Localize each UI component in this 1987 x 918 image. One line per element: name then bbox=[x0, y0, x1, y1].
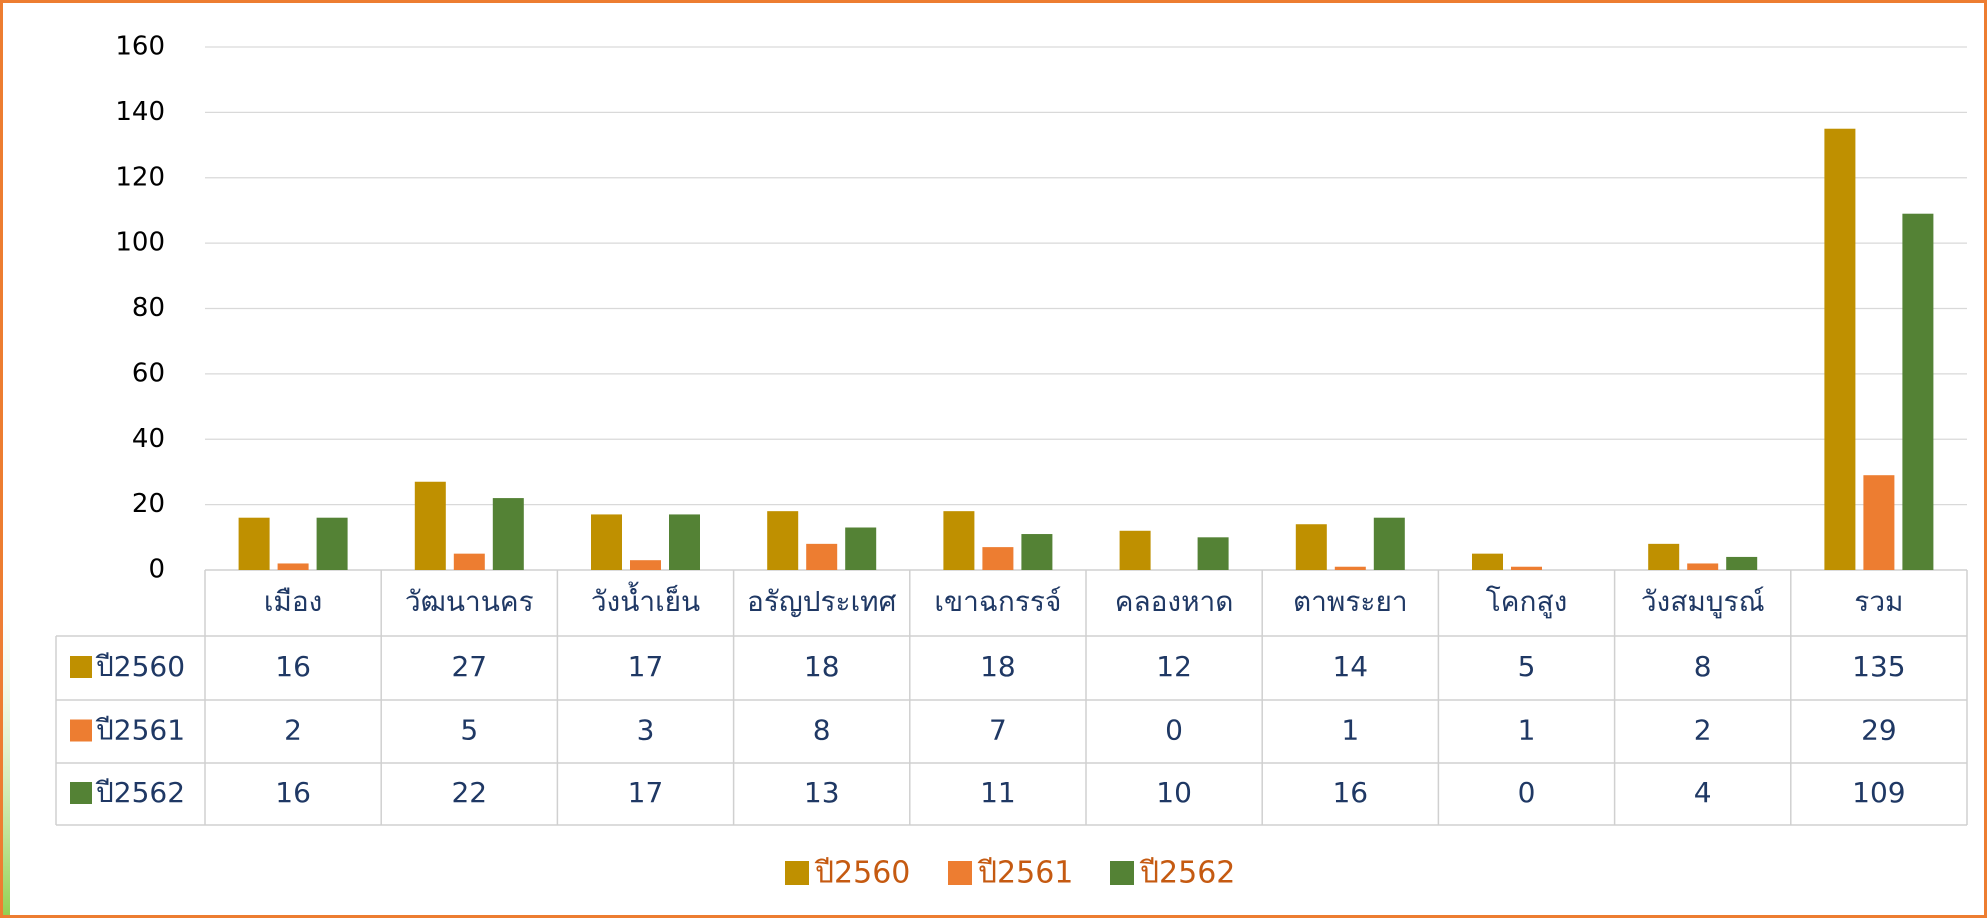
bar bbox=[630, 560, 661, 570]
bar bbox=[1472, 553, 1503, 570]
bar bbox=[1687, 563, 1719, 570]
data-label: 17 bbox=[628, 650, 664, 683]
x-tick-label: คลองหาด bbox=[1115, 585, 1234, 618]
x-tick-label: เขาฉกรรจ์ bbox=[934, 585, 1061, 618]
data-label: 5 bbox=[1518, 650, 1536, 683]
bar bbox=[1726, 556, 1758, 570]
data-label: 16 bbox=[1332, 776, 1368, 809]
bar bbox=[1824, 128, 1856, 570]
legend-label: ปี2561 bbox=[977, 856, 1073, 891]
bar bbox=[1197, 537, 1229, 570]
y-tick-label: 60 bbox=[132, 358, 165, 388]
legend-swatch bbox=[70, 656, 92, 678]
bar bbox=[453, 553, 485, 570]
legend-label: ปี2560 bbox=[814, 856, 910, 891]
row-label: ปี2561 bbox=[95, 714, 185, 747]
data-label: 3 bbox=[637, 714, 655, 747]
bar bbox=[1511, 566, 1542, 570]
bar bbox=[1648, 543, 1680, 570]
y-tick-label: 100 bbox=[115, 228, 165, 258]
bar bbox=[492, 498, 524, 570]
data-label: 5 bbox=[460, 714, 478, 747]
bar bbox=[982, 547, 1014, 570]
data-label: 14 bbox=[1332, 650, 1368, 683]
data-label: 8 bbox=[1694, 650, 1712, 683]
legend-swatch bbox=[1110, 861, 1134, 885]
bar bbox=[669, 514, 700, 570]
x-tick-label: วังสมบูรณ์ bbox=[1641, 585, 1765, 619]
data-label: 0 bbox=[1165, 714, 1183, 747]
x-tick-label: วัฒนานคร bbox=[405, 585, 534, 618]
bar bbox=[845, 527, 877, 570]
data-label: 4 bbox=[1694, 776, 1712, 809]
legend-swatch bbox=[70, 719, 92, 742]
data-label: 16 bbox=[275, 650, 311, 683]
bar bbox=[1902, 213, 1934, 571]
y-tick-label: 140 bbox=[115, 97, 165, 127]
bar bbox=[316, 517, 348, 570]
data-label: 16 bbox=[275, 776, 311, 809]
x-tick-label: โคกสูง bbox=[1486, 585, 1567, 619]
data-label: 17 bbox=[628, 776, 664, 809]
side-strip bbox=[0, 560, 10, 918]
data-label: 8 bbox=[813, 714, 831, 747]
x-tick-label: เมือง bbox=[264, 585, 323, 618]
data-label: 22 bbox=[451, 776, 487, 809]
data-label: 2 bbox=[1694, 714, 1712, 747]
bar bbox=[1021, 534, 1053, 570]
legend-swatch bbox=[785, 861, 809, 885]
bar bbox=[943, 511, 975, 570]
bar bbox=[1863, 475, 1895, 570]
x-tick-label: รวม bbox=[1854, 585, 1903, 618]
y-tick-label: 40 bbox=[132, 424, 165, 454]
data-label: 29 bbox=[1861, 714, 1897, 747]
data-label: 18 bbox=[804, 650, 840, 683]
data-label: 18 bbox=[980, 650, 1016, 683]
legend-label: ปี2562 bbox=[1139, 856, 1235, 891]
data-label: 1 bbox=[1518, 714, 1536, 747]
data-label: 2 bbox=[284, 714, 302, 747]
data-label: 27 bbox=[451, 650, 487, 683]
legend-swatch bbox=[948, 861, 972, 885]
bar bbox=[767, 511, 799, 570]
bar bbox=[591, 514, 622, 570]
bar bbox=[1334, 566, 1366, 570]
y-tick-label: 80 bbox=[132, 293, 165, 323]
y-tick-label: 160 bbox=[115, 32, 165, 62]
x-tick-label: ตาพระยา bbox=[1293, 585, 1408, 618]
bar bbox=[277, 563, 309, 570]
y-tick-label: 20 bbox=[132, 489, 165, 519]
data-label: 135 bbox=[1852, 650, 1905, 683]
x-tick-label: อรัญประเทศ bbox=[747, 585, 897, 618]
data-label: 1 bbox=[1341, 714, 1359, 747]
data-label: 11 bbox=[980, 776, 1016, 809]
legend-swatch bbox=[70, 782, 92, 804]
y-tick-label: 0 bbox=[148, 555, 165, 585]
x-tick-label: วังน้ำเย็น bbox=[591, 581, 700, 618]
data-label: 0 bbox=[1518, 776, 1536, 809]
y-tick-label: 120 bbox=[115, 162, 165, 192]
data-label: 13 bbox=[804, 776, 840, 809]
data-label: 109 bbox=[1852, 776, 1905, 809]
bar bbox=[1119, 530, 1151, 570]
bar bbox=[1373, 517, 1405, 570]
bar bbox=[1295, 524, 1327, 570]
row-label: ปี2562 bbox=[95, 776, 185, 809]
bar bbox=[238, 517, 270, 570]
data-label: 12 bbox=[1156, 650, 1192, 683]
data-label: 7 bbox=[989, 714, 1007, 747]
bar bbox=[806, 543, 838, 570]
data-label: 10 bbox=[1156, 776, 1192, 809]
bar bbox=[414, 481, 446, 570]
row-label: ปี2560 bbox=[95, 650, 185, 683]
